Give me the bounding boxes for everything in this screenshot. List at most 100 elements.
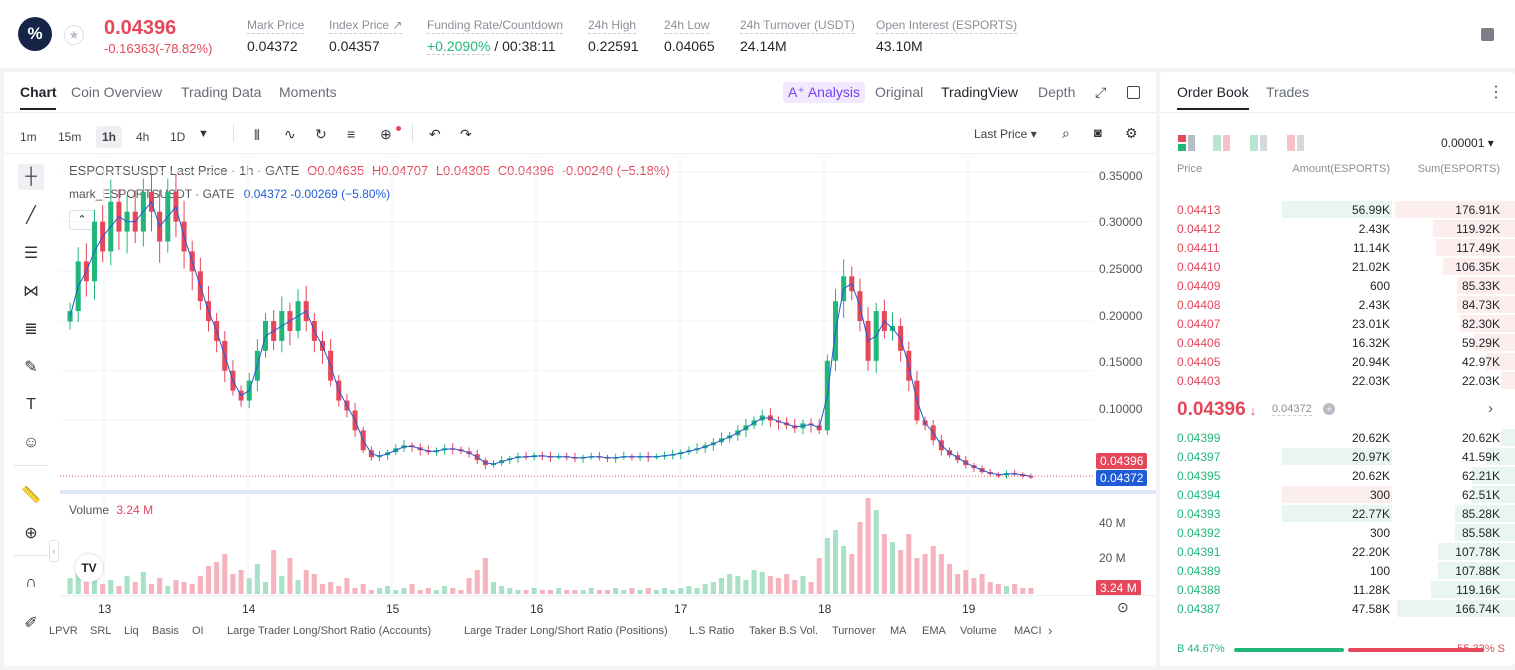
pane-divider[interactable] <box>60 490 1156 494</box>
funding-rate-label[interactable]: Funding Rate/Countdown <box>427 18 564 34</box>
channel-icon[interactable]: ☰ <box>23 245 39 262</box>
indicator-lpvr[interactable]: LPVR <box>49 625 78 637</box>
fib-icon[interactable]: ≣ <box>24 321 38 338</box>
template-icon[interactable]: ≡ <box>347 126 356 142</box>
depth-bar <box>1472 467 1515 484</box>
add-indicator-icon[interactable]: ⊕ <box>380 126 392 142</box>
ask-row[interactable]: 0.04412 2.43K 119.92K <box>1160 219 1515 238</box>
ask-row[interactable]: 0.04408 2.43K 84.73K <box>1160 295 1515 314</box>
bid-row[interactable]: 0.04389 100 107.88K <box>1160 561 1515 580</box>
crosshair-icon[interactable]: ┼ <box>18 164 44 190</box>
precision-select[interactable]: 0.00001 ▾ <box>1441 136 1494 150</box>
ask-row[interactable]: 0.04403 22.03K 22.03K <box>1160 371 1515 390</box>
indicator-maci[interactable]: MACI <box>1014 625 1042 637</box>
indicator-basis[interactable]: Basis <box>152 625 179 637</box>
ask-row[interactable]: 0.04405 20.94K 42.97K <box>1160 352 1515 371</box>
replay-icon[interactable]: ↻ <box>315 126 327 142</box>
bid-row[interactable]: 0.04399 20.62K 20.62K <box>1160 428 1515 447</box>
indicator-icon[interactable]: ∿ <box>284 126 296 142</box>
row-amount: 20.94K <box>1351 355 1390 369</box>
chevron-down-icon[interactable]: ▼ <box>198 128 209 140</box>
emoji-icon[interactable]: ☺ <box>22 434 40 451</box>
zoom-icon[interactable]: ⊕ <box>24 525 38 542</box>
gear-icon[interactable]: ⚙ <box>1125 125 1138 141</box>
indicator-ltlsr-accounts[interactable]: Large Trader Long/Short Ratio (Accounts) <box>227 625 432 637</box>
search-icon[interactable]: ⌕ <box>1062 125 1070 141</box>
tab-coin-overview[interactable]: Coin Overview <box>71 84 163 100</box>
bid-row[interactable]: 0.04397 20.97K 41.59K <box>1160 447 1515 466</box>
mark-price-label[interactable]: Mark Price <box>247 18 305 34</box>
book-icon[interactable] <box>1481 28 1494 41</box>
index-price-label[interactable]: Index Price ↗ <box>329 18 403 34</box>
mid-mark-price[interactable]: 0.04372 <box>1272 403 1312 416</box>
indicator-oi[interactable]: OI <box>192 625 204 637</box>
tab-trades[interactable]: Trades <box>1266 84 1310 100</box>
text-icon[interactable]: T <box>26 396 36 413</box>
view-both-icon[interactable] <box>1178 135 1196 151</box>
open-interest-label[interactable]: Open Interest (ESPORTS) <box>876 18 1018 34</box>
star-icon[interactable]: ★ <box>64 25 84 45</box>
ruler-icon[interactable]: 📏 <box>21 487 41 504</box>
ask-row[interactable]: 0.04409 600 85.33K <box>1160 276 1515 295</box>
interval-15m[interactable]: 15m <box>58 130 82 144</box>
expand-icon[interactable]: ⤢ <box>1095 84 1107 100</box>
volume-bar <box>385 586 391 594</box>
bid-row[interactable]: 0.04394 300 62.51K <box>1160 485 1515 504</box>
view-depth[interactable]: Depth <box>1038 84 1076 100</box>
chart-settings-icon[interactable]: ⊙ <box>1117 599 1129 615</box>
interval-4h[interactable]: 4h <box>136 130 150 144</box>
last-price-select[interactable]: Last Price ▾ <box>974 127 1037 141</box>
bid-row[interactable]: 0.04393 22.77K 85.28K <box>1160 504 1515 523</box>
indicator-ls-ratio[interactable]: L.S Ratio <box>689 625 735 637</box>
ask-row[interactable]: 0.04411 11.14K 117.49K <box>1160 238 1515 257</box>
tab-order-book[interactable]: Order Book <box>1177 84 1249 100</box>
ai-analysis-button[interactable]: A⁺ Analysis <box>783 82 865 103</box>
indicator-taker-bs-vol[interactable]: Taker B.S Vol. <box>749 625 819 637</box>
bid-row[interactable]: 0.04392 300 85.58K <box>1160 523 1515 542</box>
chevron-right-icon[interactable]: › <box>1048 623 1053 638</box>
ask-row[interactable]: 0.04406 16.32K 59.29K <box>1160 333 1515 352</box>
indicator-turnover[interactable]: Turnover <box>832 625 876 637</box>
tab-chart[interactable]: Chart <box>20 84 57 100</box>
window-icon[interactable] <box>1127 86 1140 99</box>
pencil-icon[interactable]: ✐ <box>24 615 38 632</box>
ask-row[interactable]: 0.04407 23.01K 82.30K <box>1160 314 1515 333</box>
brush-icon[interactable]: ✎ <box>24 359 38 376</box>
indicator-ema[interactable]: EMA <box>922 625 946 637</box>
indicator-srl[interactable]: SRL <box>90 625 112 637</box>
ask-row[interactable]: 0.04410 21.02K 106.35K <box>1160 257 1515 276</box>
more-icon[interactable]: ⋮ <box>1488 84 1504 101</box>
magnet-icon[interactable]: ∩ <box>25 574 37 591</box>
bid-row[interactable]: 0.04391 22.20K 107.78K <box>1160 542 1515 561</box>
bid-row[interactable]: 0.04387 47.58K 166.74K <box>1160 599 1515 618</box>
tab-moments[interactable]: Moments <box>279 84 337 100</box>
mid-price[interactable]: 0.04396 ↓ <box>1177 399 1256 421</box>
price-chart[interactable] <box>60 154 1094 594</box>
undo-icon[interactable]: ↶ <box>429 126 441 142</box>
interval-1m[interactable]: 1m <box>20 130 37 144</box>
interval-1h[interactable]: 1h <box>96 126 123 148</box>
camera-icon[interactable]: ◙ <box>1094 125 1102 140</box>
view-original[interactable]: Original <box>875 84 924 100</box>
collapse-toolbar-icon[interactable]: ‹ <box>49 540 59 562</box>
chevron-right-icon[interactable]: › <box>1488 400 1493 417</box>
indicator-ltlsr-positions[interactable]: Large Trader Long/Short Ratio (Positions… <box>464 625 668 637</box>
volume-bar <box>474 570 480 594</box>
indicator-ma[interactable]: MA <box>890 625 907 637</box>
indicator-volume[interactable]: Volume <box>960 625 997 637</box>
bid-row[interactable]: 0.04388 11.28K 119.16K <box>1160 580 1515 599</box>
trendline-icon[interactable]: ╱ <box>26 207 36 224</box>
interval-1d[interactable]: 1D <box>170 130 186 144</box>
ask-row[interactable]: 0.04413 56.99K 176.91K <box>1160 200 1515 219</box>
view-asks-icon[interactable] <box>1287 135 1305 151</box>
view-tradingview[interactable]: TradingView <box>941 84 1019 100</box>
tab-trading-data[interactable]: Trading Data <box>181 84 262 100</box>
redo-icon[interactable]: ↷ <box>460 126 472 142</box>
volume-bar <box>238 570 244 594</box>
bid-row[interactable]: 0.04395 20.62K 62.21K <box>1160 466 1515 485</box>
view-split-icon[interactable] <box>1213 135 1231 151</box>
view-bids-icon[interactable] <box>1250 135 1268 151</box>
candle-type-icon[interactable]: ⫴ <box>254 127 260 143</box>
indicator-liq[interactable]: Liq <box>124 625 139 637</box>
pattern-icon[interactable]: ⋈ <box>23 283 39 300</box>
